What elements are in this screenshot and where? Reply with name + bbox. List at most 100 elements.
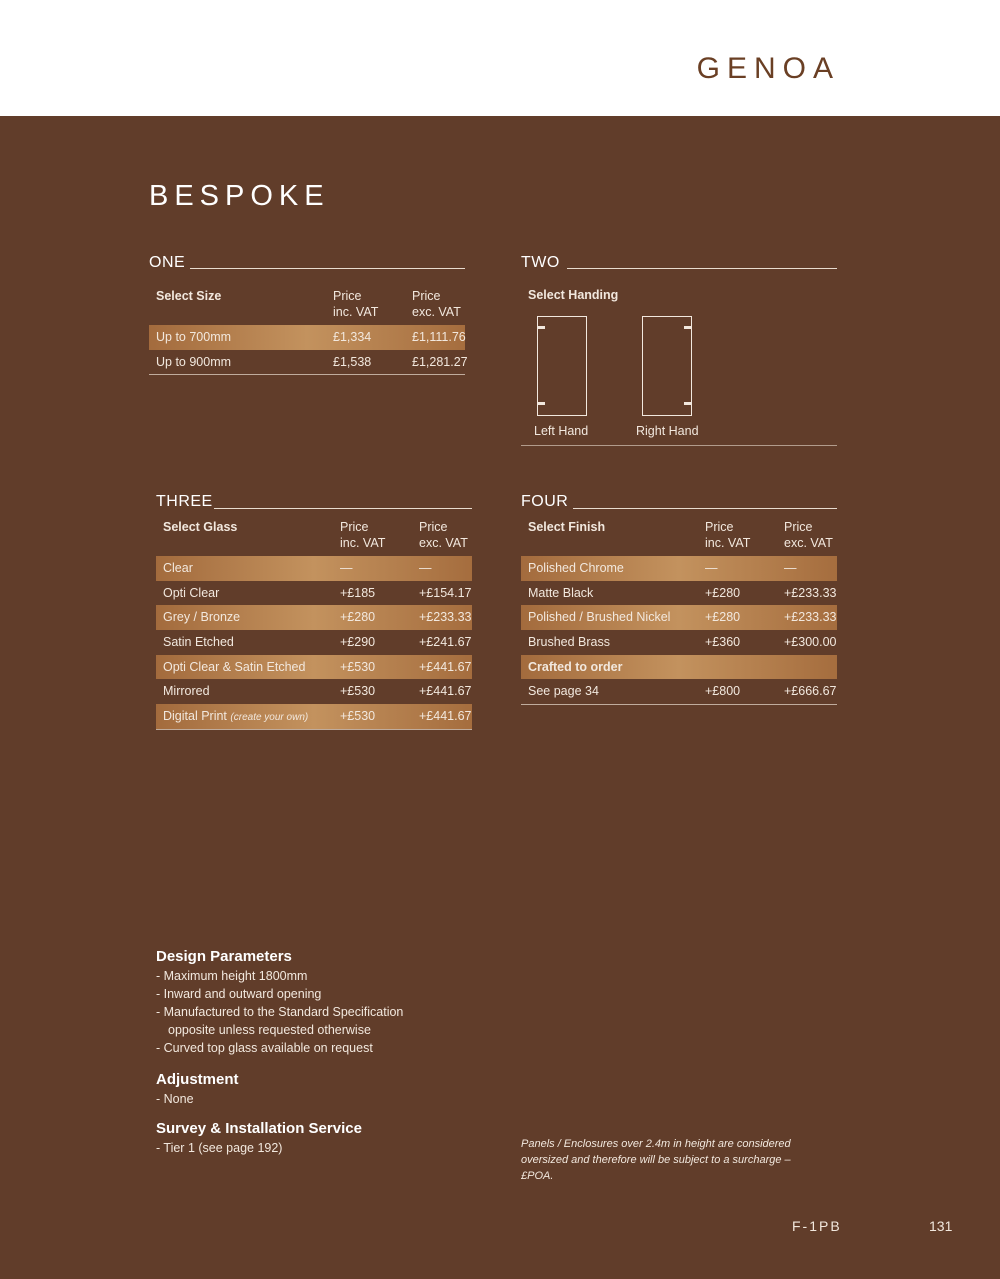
column-header: Price exc. VAT <box>412 289 461 319</box>
cell: Up to 700mm <box>156 330 232 344</box>
cell: Satin Etched <box>163 635 234 650</box>
cell: +£233.33 <box>784 585 837 600</box>
table-row: Up to 900mm £1,538 £1,281.27 <box>149 350 468 375</box>
cell: +£280 <box>705 610 741 625</box>
table: Select Size Price inc. VAT Price exc. VAT U… <box>149 287 468 376</box>
section-label: TWO <box>521 254 560 271</box>
cell: +£441.67 <box>419 684 472 699</box>
note-item: - Inward and outward opening <box>156 987 322 1001</box>
table-row: Satin Etched +£290 +£241.67 <box>156 630 472 655</box>
cell: +£280 <box>340 610 376 625</box>
table-row: Grey / Bronze +£280 +£233.33 <box>156 605 472 631</box>
table-row: See page 34 +£800 +£666.67 <box>521 679 837 704</box>
cell: +£280 <box>705 585 741 600</box>
table-header: Select Finish Price inc. VAT Price exc. VA… <box>521 518 837 556</box>
column-header: Price exc. VAT <box>784 520 833 550</box>
table-row: Crafted to order <box>521 654 837 680</box>
cell: Grey / Bronze <box>163 610 241 625</box>
panel <box>0 116 1000 1279</box>
table: Select Glass Price inc. VAT Price exc. VAT… <box>156 518 472 730</box>
note-heading: Design Parameters <box>156 948 292 965</box>
table-row: Opti Clear +£185 +£154.17 <box>156 581 472 606</box>
table-header: Select Size Price inc. VAT Price exc. VAT <box>149 287 465 325</box>
cell: +£241.67 <box>419 635 472 650</box>
cell: Polished / Brushed Nickel <box>528 610 671 625</box>
cell: — <box>340 561 353 575</box>
hinge <box>684 402 692 405</box>
note-item: - Manufactured to the Standard Specifica… <box>156 1005 404 1037</box>
footer-code: F-1PB <box>792 1218 842 1234</box>
rule <box>214 508 472 509</box>
note-heading: Adjustment <box>156 1071 239 1088</box>
table-row: Digital Print (create your own) +£530 +£44… <box>156 704 472 729</box>
cell: +£441.67 <box>419 709 472 724</box>
cell: +£154.17 <box>419 585 472 600</box>
table-row: Clear — — <box>156 556 472 581</box>
brand: GENOA <box>696 52 840 85</box>
cell: +£800 <box>705 684 741 699</box>
cell: Matte Black <box>528 585 594 600</box>
footnote: Panels / Enclosures over 2.4m in height … <box>521 1138 791 1182</box>
cell: Digital Print (create your own) <box>163 704 308 731</box>
cell: +£300.00 <box>784 635 837 650</box>
hinge <box>537 402 545 405</box>
cell: £1,334 <box>333 330 372 344</box>
cell: +£360 <box>705 635 741 650</box>
cell: Mirrored <box>163 684 210 699</box>
cell: +£233.33 <box>784 610 837 625</box>
column-header: Price inc. VAT <box>705 520 751 550</box>
rule <box>573 508 837 509</box>
cell: +£530 <box>340 659 376 674</box>
column-header: Price inc. VAT <box>340 520 386 550</box>
cell: +£185 <box>340 585 376 600</box>
table: Select Finish Price inc. VAT Price exc. VA… <box>521 518 837 706</box>
cell: +£666.67 <box>784 684 837 699</box>
column-header: Price exc. VAT <box>419 520 468 550</box>
cell: +£441.67 <box>419 659 472 674</box>
cell: Brushed Brass <box>528 635 610 650</box>
cell: — <box>419 561 432 575</box>
door-left <box>537 316 587 416</box>
cell: Opti Clear & Satin Etched <box>163 659 306 674</box>
cell: +£290 <box>340 635 376 650</box>
column-header: Select Finish <box>528 520 606 534</box>
table-row: Up to 700mm £1,334 £1,111.76 <box>149 325 466 350</box>
cell: £1,281.27 <box>412 354 468 369</box>
rule <box>521 445 837 446</box>
cell: Clear <box>163 561 193 575</box>
table-row: Matte Black +£280 +£233.33 <box>521 581 837 606</box>
title: BESPOKE <box>149 180 330 212</box>
cell: £1,538 <box>333 354 372 369</box>
section-label: ONE <box>149 254 186 271</box>
cell: +£530 <box>340 684 376 699</box>
cell-text: Digital Print <box>163 709 227 724</box>
cell-note: (create your own) <box>230 712 309 724</box>
cell: £1,111.76 <box>412 330 466 344</box>
cell: Crafted to order <box>528 659 623 674</box>
column-header: Select Size <box>156 289 222 303</box>
page-number: 131 <box>929 1218 953 1234</box>
cell: See page 34 <box>528 684 599 699</box>
section-label: FOUR <box>521 493 569 510</box>
cell: Opti Clear <box>163 585 220 600</box>
table-row: Polished Chrome — — <box>521 556 837 581</box>
table-row: Brushed Brass +£360 +£300.00 <box>521 630 837 655</box>
note-item: - Maximum height 1800mm <box>156 969 308 983</box>
hinge <box>537 326 545 329</box>
note-group: Design Parameters - Maximum height 1800mm… <box>156 948 438 1057</box>
table-header: Select Glass Price inc. VAT Price exc. VAT <box>156 518 472 556</box>
cell: Polished Chrome <box>528 561 624 575</box>
section-label: THREE <box>156 493 213 510</box>
table-row: Opti Clear & Satin Etched +£530 +£441.67 <box>156 654 472 680</box>
hinge <box>684 326 692 329</box>
cell: +£530 <box>340 709 376 724</box>
note-heading: Survey & Installation Service <box>156 1120 362 1137</box>
option-label: Left Hand <box>534 424 589 438</box>
note-item: - None <box>156 1092 194 1106</box>
door-right <box>642 316 692 416</box>
table-row: Mirrored +£530 +£441.67 <box>156 679 472 704</box>
note-item: - Tier 1 (see page 192) <box>156 1141 283 1155</box>
table-rule <box>149 374 465 376</box>
table-row: Polished / Brushed Nickel +£280 +£233.33 <box>521 605 837 631</box>
